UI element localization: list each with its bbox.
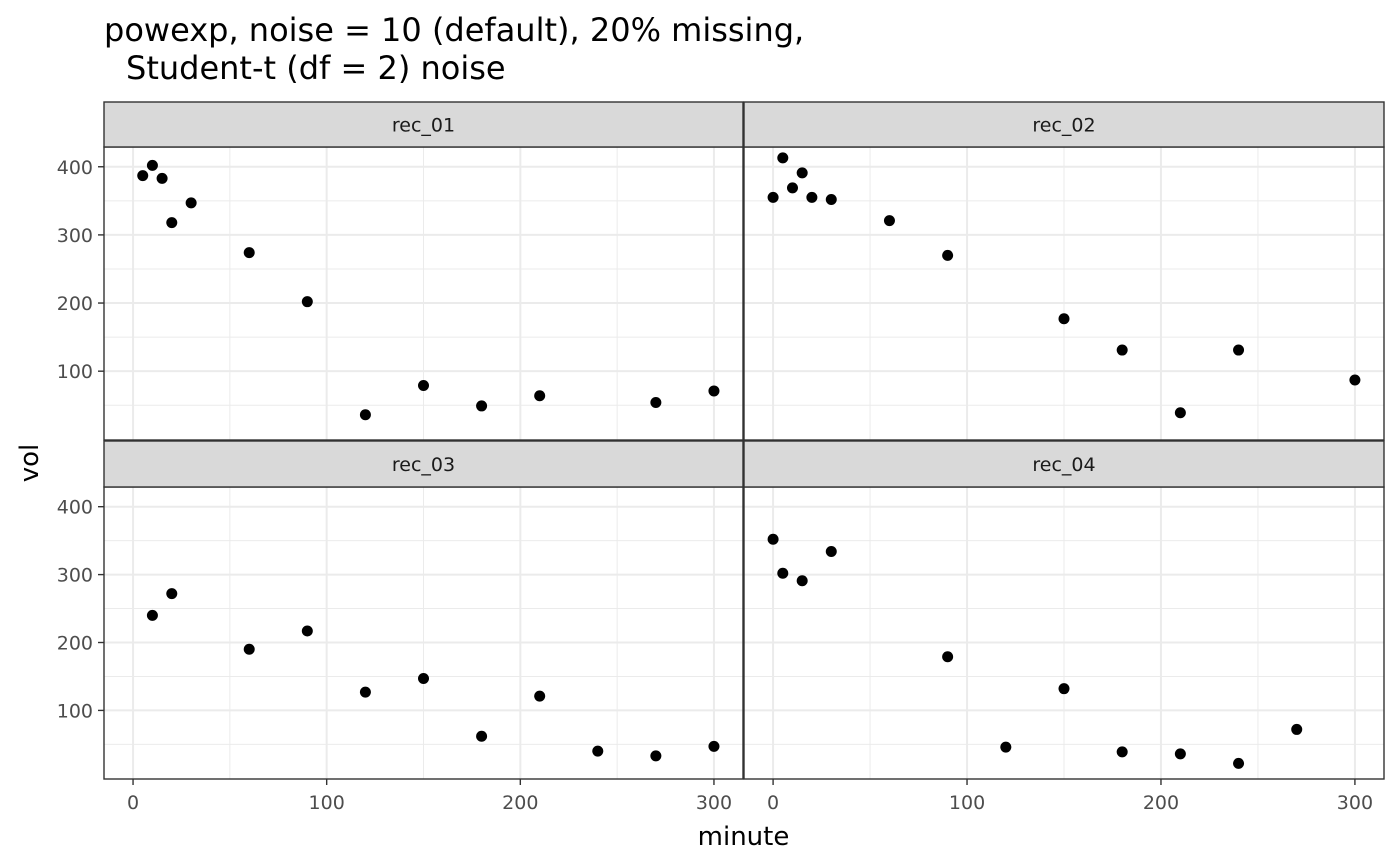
- data-point: [146, 159, 158, 171]
- y-tick-label: 100: [57, 361, 93, 383]
- data-point: [1116, 344, 1128, 356]
- chart-title-line2: Student-t (df = 2) noise: [126, 49, 506, 87]
- data-point: [767, 533, 779, 545]
- data-point: [592, 745, 604, 757]
- data-point: [359, 686, 371, 698]
- y-tick-label: 300: [57, 565, 93, 587]
- facet-strip-label: rec_03: [392, 454, 455, 476]
- data-point: [534, 690, 546, 702]
- data-point: [243, 247, 255, 259]
- facet-panels: rec_01 rec_02 rec_03 rec_04: [103, 101, 1385, 780]
- facet-strip-label: rec_04: [1032, 454, 1095, 476]
- facet-strip-label: rec_02: [1032, 115, 1095, 137]
- data-point: [796, 167, 808, 179]
- x-tick-label: 100: [309, 792, 345, 814]
- x-tick-label: 200: [1143, 792, 1179, 814]
- data-point: [166, 217, 178, 229]
- facet-strip: [103, 101, 744, 148]
- data-point: [777, 567, 789, 579]
- data-point: [534, 390, 546, 402]
- panel-rec_04: rec_04: [743, 440, 1385, 780]
- y-tick-label: 200: [57, 633, 93, 655]
- data-point: [1058, 683, 1070, 695]
- data-point: [243, 643, 255, 655]
- x-tick-label: 0: [767, 792, 779, 814]
- data-point: [166, 588, 178, 600]
- x-tick-label: 0: [127, 792, 139, 814]
- data-point: [806, 191, 818, 203]
- data-point: [1174, 407, 1186, 419]
- x-tick-label: 100: [949, 792, 985, 814]
- y-axis: 100 200 300 400 100 200 300 400: [57, 157, 104, 722]
- y-tick-label: 100: [57, 700, 93, 722]
- facet-strip: [743, 440, 1385, 488]
- data-point: [942, 249, 954, 261]
- data-point: [1233, 757, 1245, 769]
- x-tick-label: 300: [696, 792, 732, 814]
- data-point: [418, 672, 429, 684]
- y-axis-title: vol: [15, 444, 45, 483]
- y-tick-label: 300: [57, 225, 93, 247]
- facet-strip: [103, 440, 744, 488]
- data-point: [825, 193, 837, 205]
- data-point: [1116, 746, 1128, 758]
- chart-title-line1: powexp, noise = 10 (default), 20% missin…: [104, 11, 804, 49]
- data-point: [883, 215, 895, 227]
- data-point: [708, 740, 720, 752]
- x-tick-label: 300: [1337, 792, 1373, 814]
- x-axis-title: minute: [698, 822, 790, 852]
- panel-rec_02: rec_02: [743, 101, 1385, 441]
- data-point: [476, 400, 488, 412]
- data-point: [146, 609, 158, 621]
- data-point: [185, 197, 197, 209]
- data-point: [1174, 748, 1186, 760]
- data-point: [1233, 344, 1245, 356]
- y-tick-label: 200: [57, 293, 93, 315]
- data-point: [301, 296, 313, 308]
- data-point: [359, 409, 371, 421]
- data-point: [767, 191, 779, 203]
- data-point: [942, 651, 954, 663]
- panel-rec_03: rec_03: [103, 440, 744, 780]
- data-point: [1058, 313, 1070, 325]
- data-point: [156, 172, 168, 184]
- data-point: [1000, 741, 1012, 753]
- y-tick-label: 400: [57, 497, 93, 519]
- data-point: [301, 625, 313, 637]
- x-tick-label: 200: [502, 792, 538, 814]
- data-point: [796, 575, 808, 587]
- data-point: [708, 385, 720, 397]
- data-point: [650, 397, 662, 409]
- data-point: [476, 730, 488, 742]
- data-point: [137, 170, 149, 182]
- data-point: [650, 750, 662, 762]
- panel-rec_01: rec_01: [103, 101, 744, 441]
- data-point: [1291, 723, 1303, 735]
- data-point: [777, 152, 789, 164]
- data-point: [786, 182, 798, 194]
- facet-strip-label: rec_01: [392, 115, 455, 137]
- data-point: [825, 546, 837, 558]
- data-point: [418, 379, 429, 391]
- x-axis: 0 100 200 300 0 100 200 300: [127, 779, 1373, 814]
- facet-strip: [743, 101, 1385, 148]
- y-tick-label: 400: [57, 157, 93, 179]
- data-point: [1349, 374, 1361, 386]
